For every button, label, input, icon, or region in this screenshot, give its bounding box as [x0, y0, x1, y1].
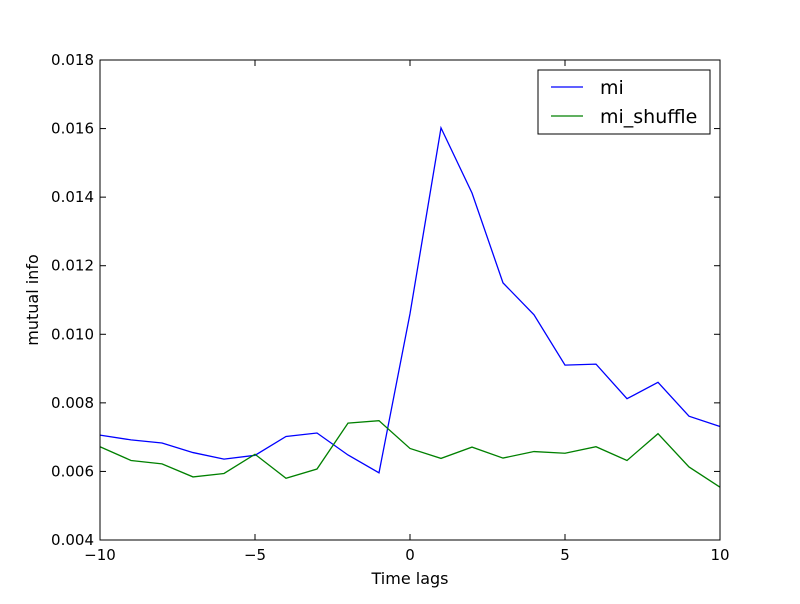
y-tick-label: 0.012 — [51, 257, 94, 275]
x-tick-label: 10 — [710, 546, 729, 564]
x-axis-label: Time lags — [371, 569, 449, 588]
series-line-mi-shuffle — [99, 420, 721, 488]
y-tick-label: 0.004 — [51, 531, 94, 549]
x-tick-label: −5 — [244, 546, 266, 564]
plot-layer — [99, 125, 721, 488]
axis-ticks: −10 −5 0 5 10 0.004 0.006 0.008 0.010 0.012 0.014 0… — [51, 51, 730, 564]
y-tick-label: 0.006 — [51, 462, 94, 480]
x-tick-label: −10 — [84, 546, 116, 564]
y-tick-label: 0.018 — [51, 51, 94, 69]
y-tick-label: 0.014 — [51, 188, 94, 206]
legend-label-mi: mi — [600, 77, 624, 99]
x-tick-label: 5 — [560, 546, 570, 564]
y-tick-label: 0.010 — [51, 325, 94, 343]
series-line-mi — [99, 125, 721, 474]
legend-label-mi-shuffle: mi_shuffle — [600, 106, 697, 128]
legend: mi mi_shuffle — [537, 69, 711, 135]
y-tick-label: 0.016 — [51, 120, 94, 138]
legend-box — [537, 69, 711, 135]
y-tick-label: 0.008 — [51, 394, 94, 412]
x-tick-label: 0 — [405, 546, 415, 564]
y-axis-label: mutual info — [23, 254, 42, 345]
